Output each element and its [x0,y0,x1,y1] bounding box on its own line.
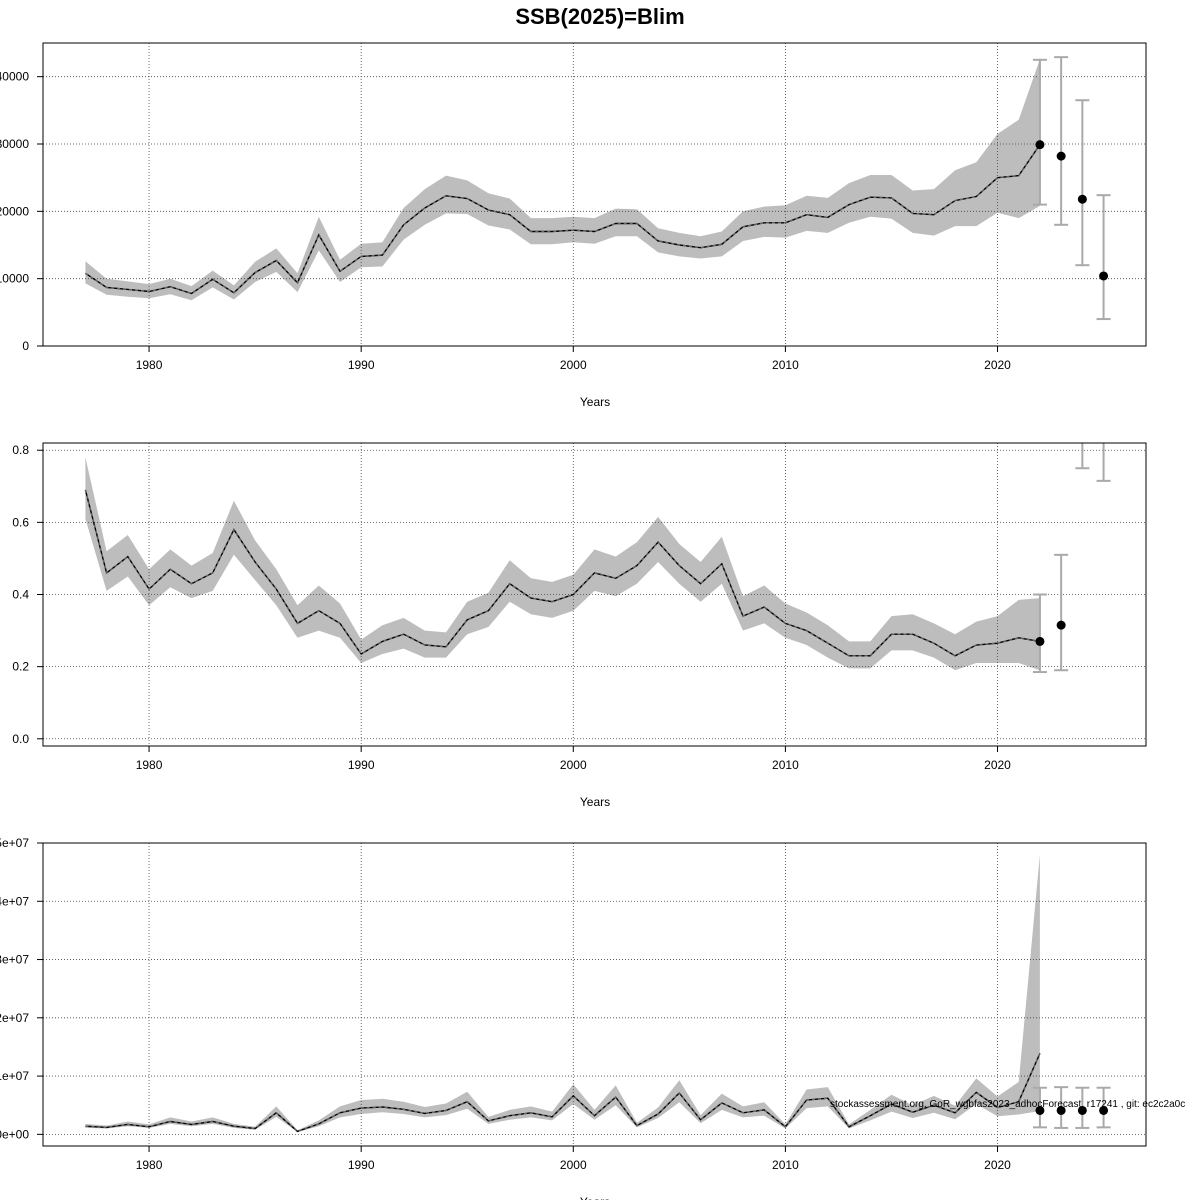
x-tick-label: 1990 [348,758,375,772]
forecast-errorbar [1054,553,1069,672]
forecast-point [1056,620,1066,630]
y-tick-label: 40000 [0,70,29,84]
plot-frame [42,42,1147,347]
forecast-point [1077,1105,1087,1115]
forecast-point [1035,636,1045,646]
y-tick-label: 5e+07 [0,836,29,850]
x-tick-label: 2010 [772,358,799,372]
y-tick-label: 0.2 [12,660,29,674]
forecast-point [1035,1105,1045,1115]
plot-frame [42,842,1147,1147]
forecast-errorbar [1032,58,1047,206]
x-tick-label: 2020 [984,758,1011,772]
x-tick-label: 1980 [136,358,163,372]
y-tick-label: 0.0 [12,732,29,746]
y-tick-label: 0.6 [12,515,29,529]
estimate-line-dashed [85,1053,1041,1133]
x-axis-label: Years [580,1195,610,1200]
y-tick-label: 2e+07 [0,1011,29,1025]
footnote: stockassessment.org, GoR_wgbfas2023_adho… [830,1099,1185,1110]
forecast-point [1056,1105,1066,1115]
forecast-errorbar [1096,194,1111,321]
estimate-line-dashed [84,489,1041,657]
forecast-point [1099,271,1109,281]
estimate-line-dashed [85,144,1041,295]
y-tick-label: 4e+07 [0,894,29,908]
estimate-line [85,1053,1041,1133]
y-tick-label: 10000 [0,272,29,286]
confidence-band [85,854,1040,1132]
x-tick-label: 2010 [772,758,799,772]
x-tick-label: 1980 [136,1158,163,1172]
x-tick-label: 1980 [136,758,163,772]
forecast-errorbar [1054,56,1069,226]
x-tick-label: 2010 [772,1158,799,1172]
x-tick-label: 2020 [984,1158,1011,1172]
y-tick-label: 0.4 [12,588,29,602]
forecast-errorbar [1075,443,1090,470]
x-tick-label: 2000 [560,1158,587,1172]
forecast-errorbar [1032,593,1047,674]
x-axis-label: Years [580,795,610,809]
forecast-point [1077,194,1087,204]
y-tick-label: 1e+07 [0,1069,29,1083]
figure-title: SSB(2025)=Blim [515,4,684,29]
forecast-point [1056,151,1066,161]
y-tick-label: 30000 [0,137,29,151]
x-tick-label: 2000 [560,358,587,372]
forecast-errorbar [1096,443,1111,482]
forecast-point [1035,140,1045,150]
x-tick-label: 1990 [348,358,375,372]
confidence-band [85,59,1040,301]
forecast-point [1099,1105,1109,1115]
y-tick-label: 0e+00 [0,1127,29,1141]
y-tick-label: 0 [22,339,29,353]
y-tick-label: 3e+07 [0,953,29,967]
forecast-errorbar [1075,99,1090,267]
x-tick-label: 1990 [348,1158,375,1172]
x-axis-label: Years [580,395,610,409]
confidence-band [85,457,1040,671]
y-tick-label: 0.8 [12,443,29,457]
x-tick-label: 2000 [560,758,587,772]
x-tick-label: 2020 [984,358,1011,372]
panel-bottom: 1980 1990 2000 2010 2020 0e+00 1e+07 2e+07 3e+07… [0,836,1147,1200]
panel-middle: 1980 1990 2000 2010 2020 0.0 0.2 0.4 0.6 0.8 Years [12,442,1147,809]
